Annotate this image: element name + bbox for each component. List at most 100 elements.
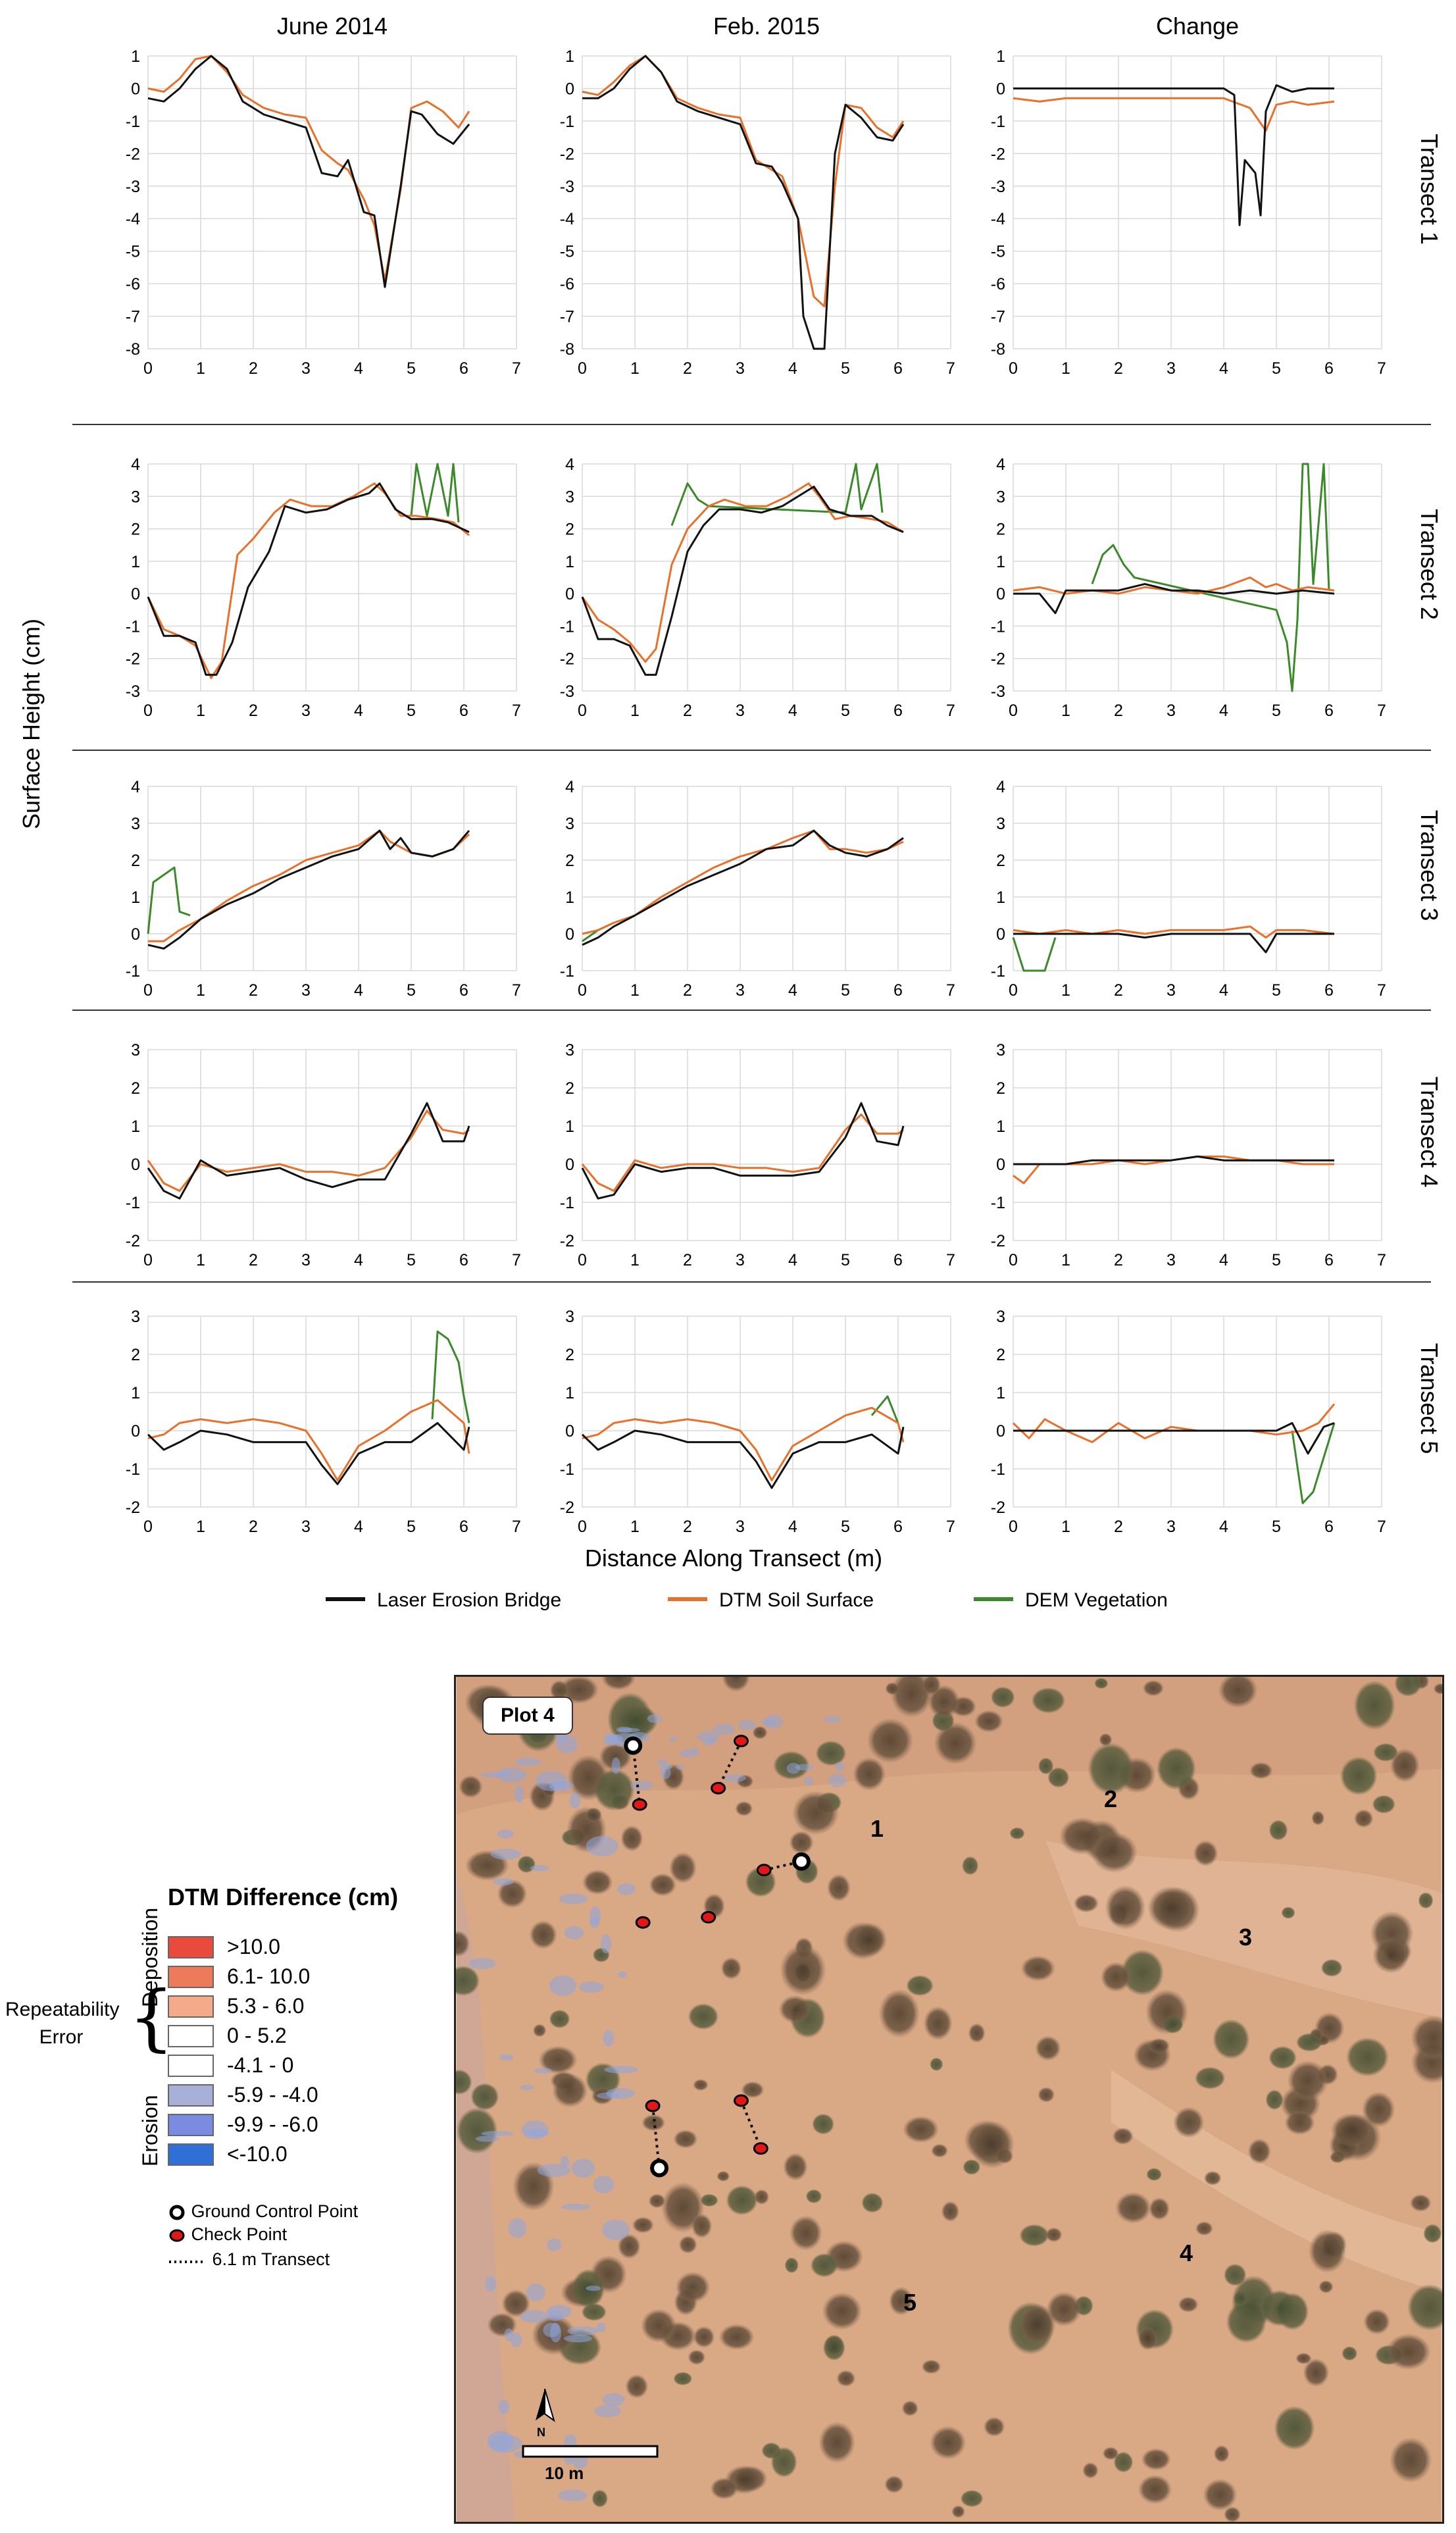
erosion-patch xyxy=(497,1767,527,1783)
shrub xyxy=(501,2289,531,2318)
legend-class-swatch xyxy=(168,1995,214,2018)
erosion-patch xyxy=(594,2405,621,2417)
y-tick-label: 1 xyxy=(131,47,140,66)
y-tick-label: 0 xyxy=(565,1156,574,1174)
erosion-patch xyxy=(611,1757,620,1774)
legend-group-repeatability: Repeatability Error xyxy=(5,1999,120,2048)
series-line-green xyxy=(410,463,460,523)
x-tick-label: 5 xyxy=(1272,1518,1281,1536)
x-tick-label: 2 xyxy=(249,1518,258,1536)
shrub xyxy=(1353,1809,1374,1828)
y-tick-label: 2 xyxy=(996,521,1005,539)
x-tick-label: 0 xyxy=(1009,1251,1018,1269)
shrub xyxy=(969,2120,1015,2169)
y-tick-label: -2 xyxy=(560,1498,574,1517)
legend-label: DEM Vegetation xyxy=(1025,1589,1168,1611)
x-tick-label: 1 xyxy=(630,359,640,378)
ground-control-points xyxy=(624,1736,811,2178)
erosion-patch xyxy=(547,2310,563,2321)
series-line-orange xyxy=(582,1406,905,1481)
row-title: Transect 3 xyxy=(1416,810,1443,921)
series-line-orange xyxy=(147,1399,470,1481)
shrub xyxy=(1318,2280,1334,2293)
x-tick-label: 2 xyxy=(683,359,692,378)
series-line-black xyxy=(581,486,904,676)
shrub xyxy=(1433,1683,1442,1695)
shrub xyxy=(529,1920,557,1949)
y-tick-label: 1 xyxy=(131,1384,140,1402)
y-tick-label: 3 xyxy=(565,1308,574,1326)
erosion-patch xyxy=(602,2393,625,2407)
shrub xyxy=(826,1874,851,1902)
x-tick-label: 2 xyxy=(1114,702,1123,720)
x-tick-label: 7 xyxy=(1377,1518,1386,1536)
y-tick-label: 3 xyxy=(996,1041,1005,1060)
legend-class-swatch xyxy=(168,2025,214,2047)
shrub xyxy=(1088,1743,1134,1795)
erosion-patch xyxy=(602,2219,630,2241)
shrub xyxy=(934,1722,977,1765)
shrub xyxy=(861,2192,884,2213)
series-line-black xyxy=(1013,933,1334,954)
shrub xyxy=(552,2073,588,2108)
x-tick-label: 0 xyxy=(143,702,153,720)
erosion-patch xyxy=(480,1772,511,1778)
y-tick-label: 1 xyxy=(131,553,140,571)
shrub xyxy=(815,1740,847,1766)
x-tick-label: 4 xyxy=(354,981,363,1000)
y-tick-label: -7 xyxy=(991,308,1005,326)
y-tick-label: 4 xyxy=(131,455,140,474)
x-tick-label: 3 xyxy=(736,1518,745,1536)
y-tick-label: -4 xyxy=(991,210,1005,228)
x-tick-label: 4 xyxy=(1219,702,1228,720)
shrub xyxy=(693,2079,709,2091)
shrub xyxy=(901,2400,918,2417)
shrub xyxy=(1113,2451,1134,2473)
shrub xyxy=(538,2045,578,2074)
erosion-patch xyxy=(547,2238,562,2251)
x-tick-label: 6 xyxy=(893,1518,903,1536)
shrub xyxy=(770,2447,797,2478)
x-tick-label: 6 xyxy=(459,702,468,720)
shrub xyxy=(1102,2446,1119,2461)
scale-bar-label: 10 m xyxy=(545,2463,584,2483)
erosion-patch xyxy=(828,1774,847,1787)
y-tick-label: -2 xyxy=(991,650,1005,669)
y-tick-label: 3 xyxy=(565,815,574,833)
y-tick-label: -1 xyxy=(126,962,140,981)
shrub xyxy=(1303,2358,1330,2388)
shrub xyxy=(1019,2224,1049,2247)
y-tick-label: 0 xyxy=(996,1422,1005,1441)
series-line-green xyxy=(670,463,884,526)
y-tick-label: -5 xyxy=(560,243,574,261)
erosion-patch xyxy=(564,1926,584,1939)
scale-bar xyxy=(522,2445,659,2458)
series-line-orange xyxy=(582,829,904,935)
shrub xyxy=(990,1686,1015,1708)
series-line-black xyxy=(1013,582,1335,615)
shrub xyxy=(1346,2037,1389,2077)
x-tick-label: 0 xyxy=(1009,1518,1018,1536)
erosion-patch xyxy=(738,1720,756,1731)
x-tick-label: 1 xyxy=(196,359,205,378)
row-title: Transect 1 xyxy=(1416,134,1443,245)
x-tick-label: 6 xyxy=(893,702,903,720)
y-tick-label: -8 xyxy=(991,340,1005,359)
shrub xyxy=(1115,2191,1151,2224)
erosion-patch xyxy=(510,2332,522,2348)
series-line-black xyxy=(147,1102,470,1200)
x-tick-label: 0 xyxy=(578,702,587,720)
shrub xyxy=(459,1775,483,1799)
shrub xyxy=(1268,1820,1288,1841)
shrub xyxy=(789,1830,814,1855)
shrub xyxy=(778,1995,811,2024)
shrub xyxy=(923,2006,953,2041)
y-tick-label: -6 xyxy=(126,275,140,294)
legend-class-label: -9.9 - -6.0 xyxy=(227,2112,318,2136)
y-tick-label: -1 xyxy=(126,113,140,131)
erosion-patch xyxy=(764,1714,783,1729)
shrub xyxy=(930,2057,943,2071)
series-legend: Laser Erosion Bridge DTM Soil Surface DEM … xyxy=(326,1589,1168,1611)
